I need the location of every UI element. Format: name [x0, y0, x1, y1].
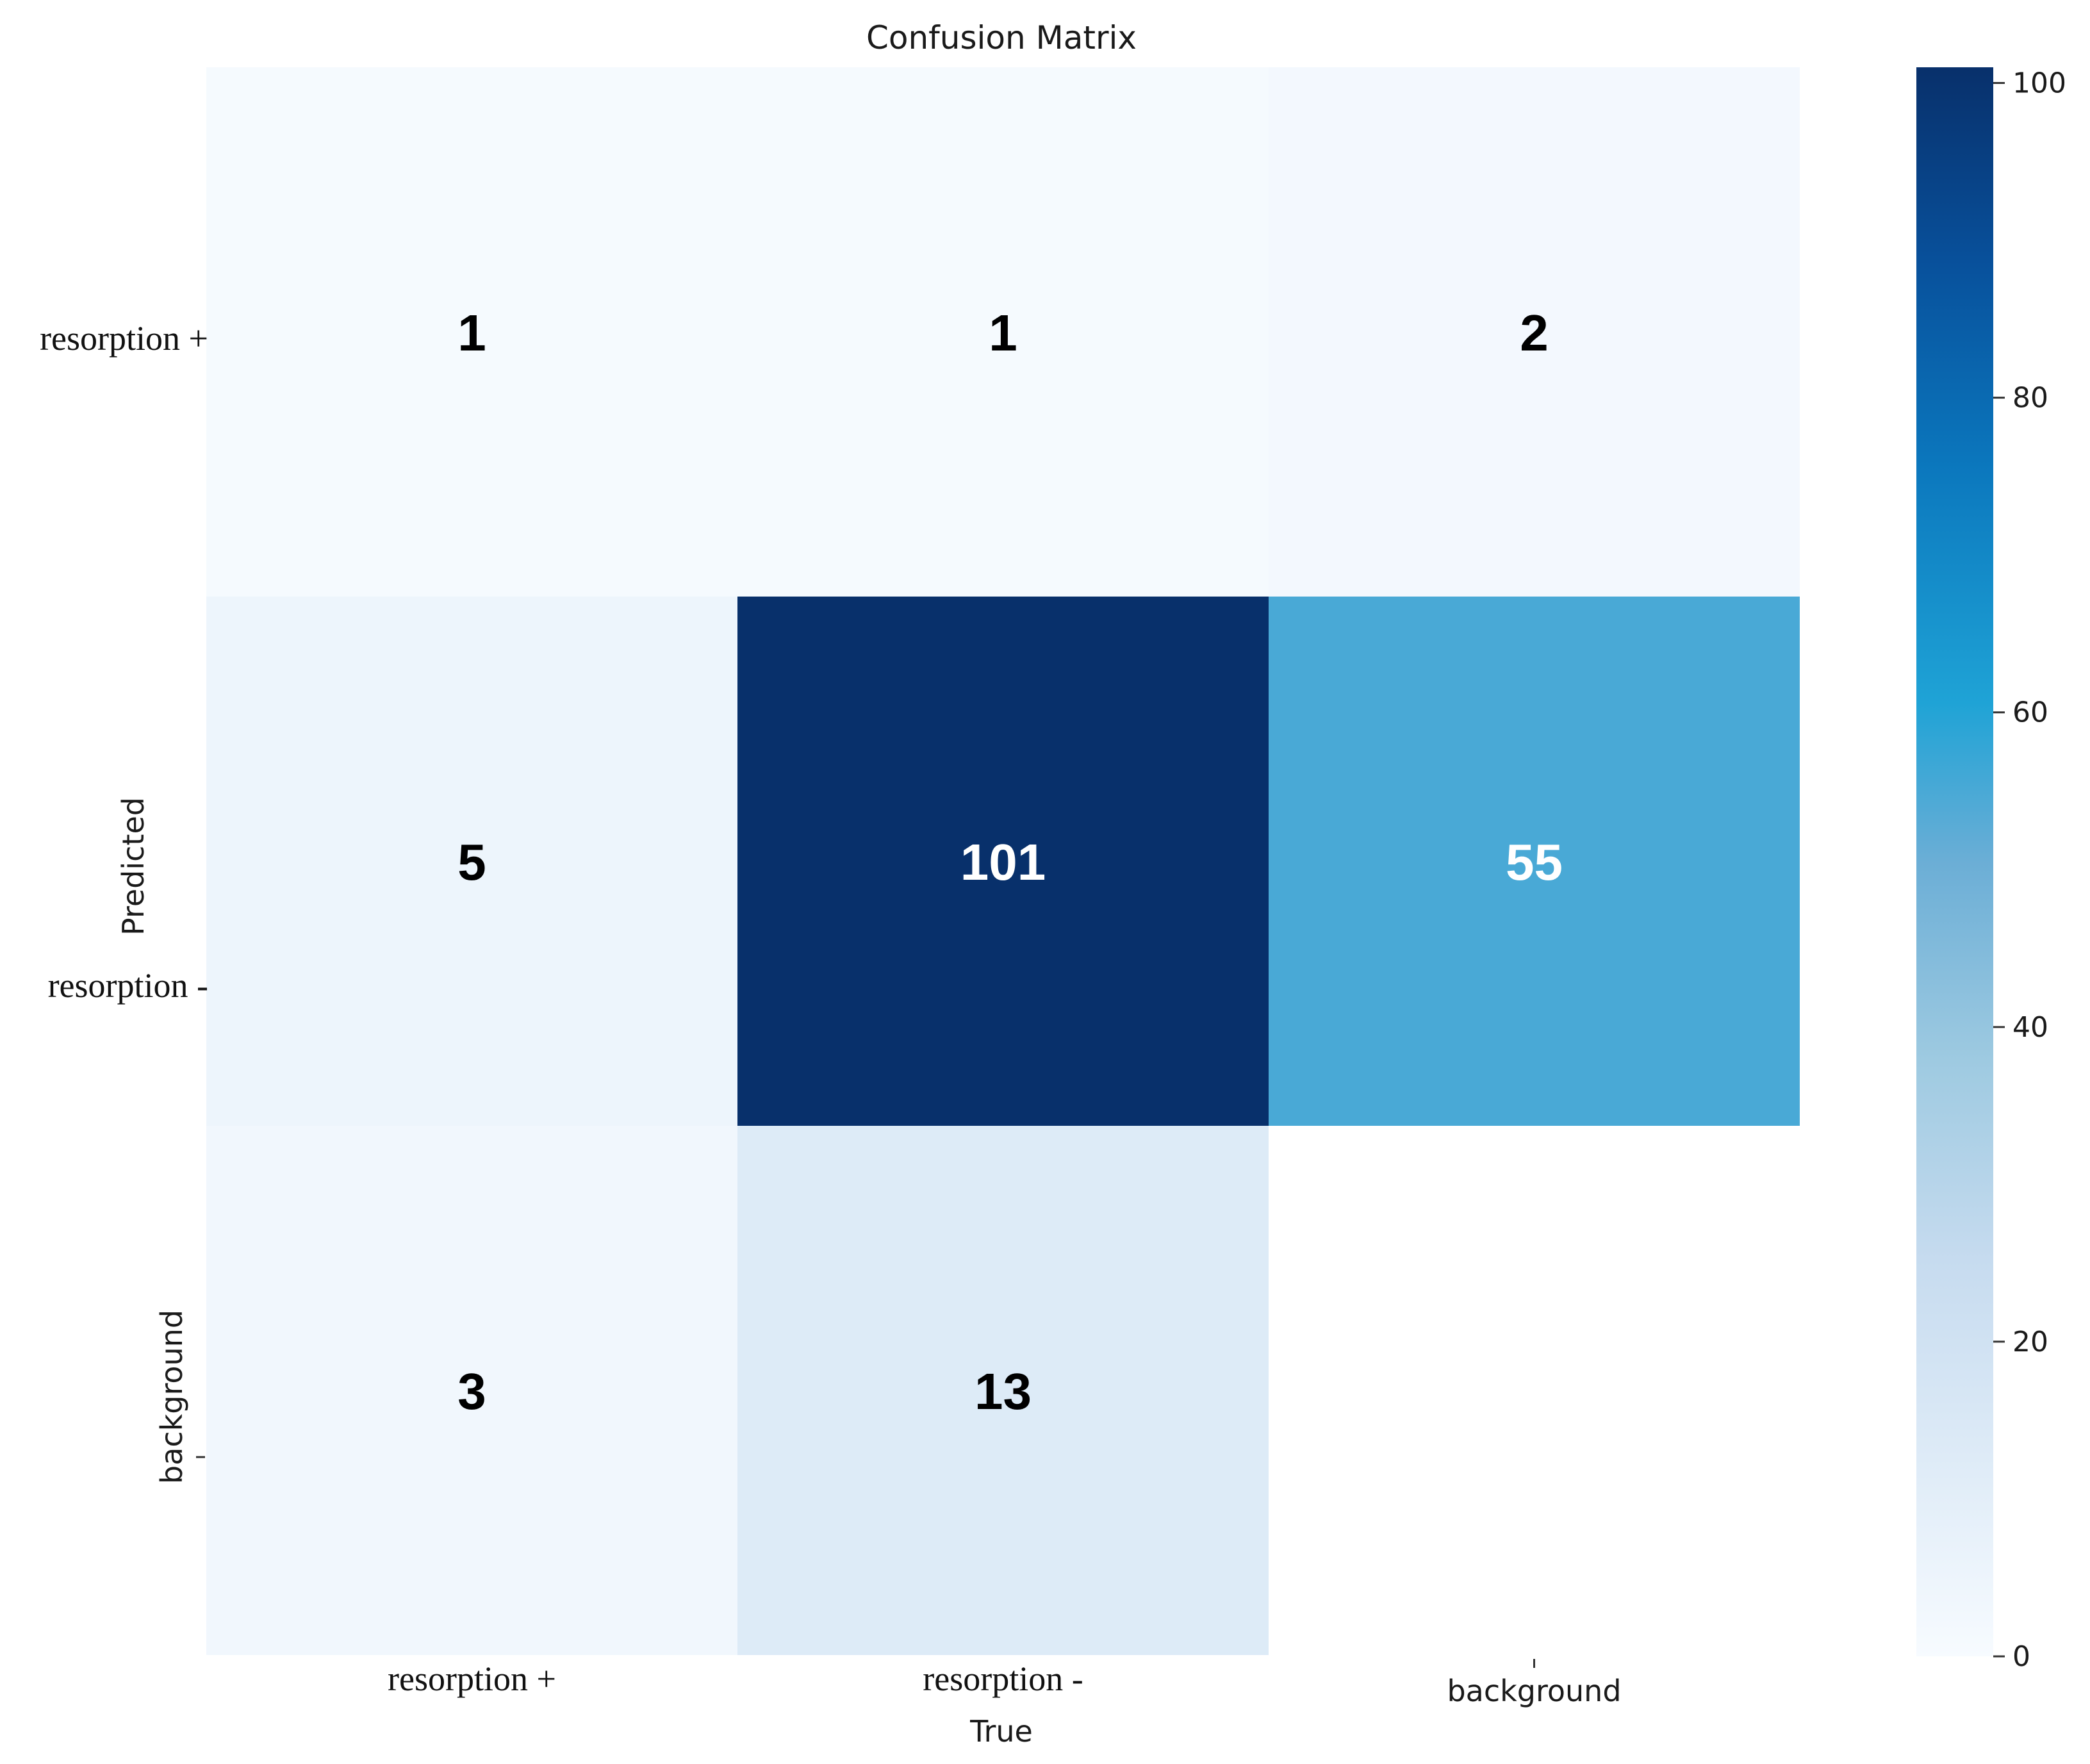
- heatmap-cells: [206, 67, 1800, 1655]
- x-tick-label: background: [1447, 1674, 1621, 1708]
- y-tick-label: background: [154, 1310, 189, 1484]
- y-tick-label: resorption +: [40, 319, 208, 358]
- colorbar-tick-label: 0: [2012, 1640, 2030, 1673]
- heatmap-cell: [737, 1126, 1269, 1655]
- heatmap-cell: [737, 597, 1269, 1126]
- cell-value-label: 13: [975, 1363, 1032, 1420]
- y-axis-title: Predicted: [116, 797, 151, 936]
- cell-value-label: 101: [960, 834, 1046, 891]
- colorbar-ticks: 0 20 40 60 80 100: [1993, 67, 2066, 1673]
- y-axis-ticks: resorption + resorption - background: [40, 319, 208, 1484]
- y-tick-label: resorption -: [48, 966, 208, 1005]
- heatmap-cell-labels: 1 1 2 5 101 55 3 13: [457, 304, 1563, 1420]
- cell-value-label: 5: [457, 834, 486, 891]
- cell-value-label: 2: [1520, 304, 1549, 361]
- colorbar-tick-label: 60: [2012, 697, 2048, 729]
- colorbar-tick-label: 100: [2012, 67, 2066, 100]
- heatmap-cell: [737, 67, 1269, 597]
- x-tick-label: resorption +: [388, 1660, 556, 1698]
- x-axis-title: True: [969, 1714, 1033, 1749]
- cell-value-label: 3: [457, 1363, 486, 1420]
- x-axis-ticks: resorption + resorption - background: [388, 1659, 1622, 1708]
- heatmap-cell: [1269, 67, 1800, 597]
- colorbar-tick-label: 40: [2012, 1011, 2048, 1044]
- heatmap-cell: [206, 597, 737, 1126]
- colorbar-tick-label: 80: [2012, 382, 2048, 415]
- heatmap-cell: [206, 67, 737, 597]
- colorbar-tick-label: 20: [2012, 1326, 2048, 1358]
- cell-value-label: 1: [457, 304, 486, 361]
- cell-value-label: 1: [989, 304, 1017, 361]
- heatmap-cell: [206, 1126, 737, 1655]
- x-tick-label: resorption -: [923, 1660, 1083, 1698]
- heatmap-cell: [1269, 597, 1800, 1126]
- cell-value-label: 55: [1506, 834, 1563, 891]
- chart-title: Confusion Matrix: [866, 19, 1137, 56]
- colorbar: [1916, 67, 1993, 1656]
